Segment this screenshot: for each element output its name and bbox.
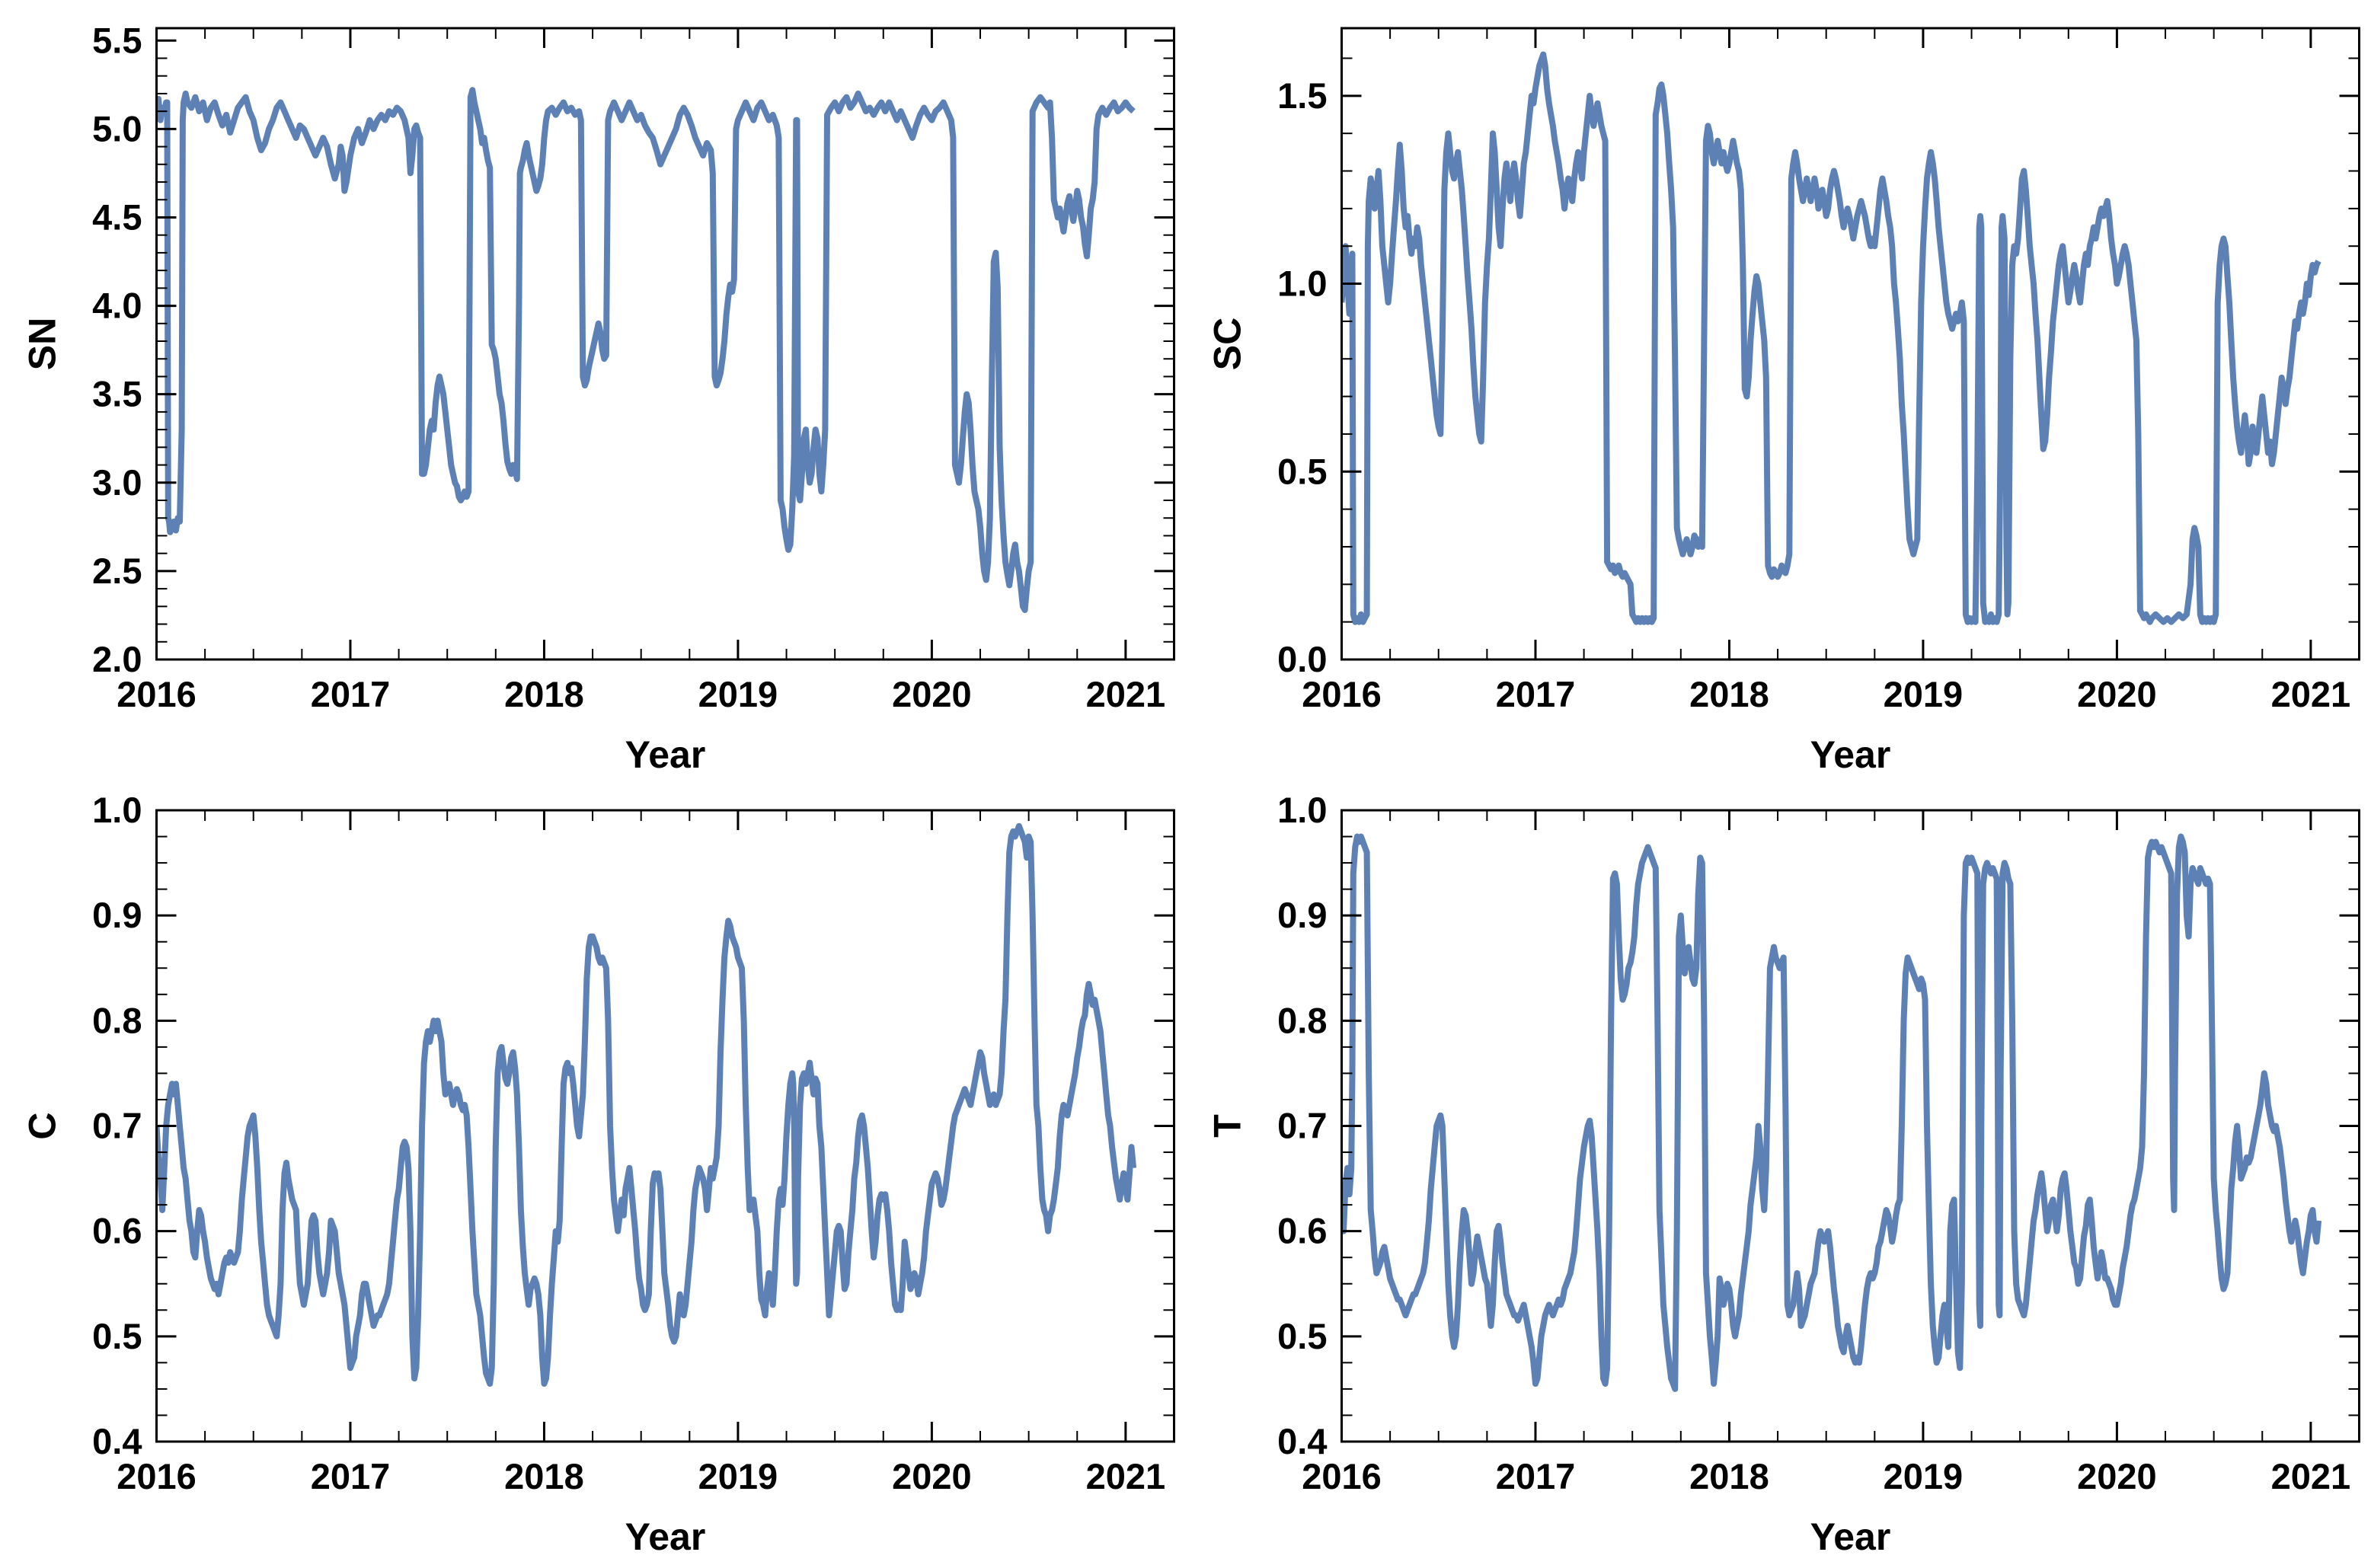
c-vs-year-panel: 2016 2017 2018 2019 2020 2021 0.4 0.5 0.6 0.7 0.8 0…	[0, 782, 1186, 1564]
x-tick-label: 2016	[117, 1456, 197, 1496]
x-tick-label: 2021	[1086, 674, 1166, 714]
y-tick-label: 0.0	[1277, 639, 1327, 679]
y-axis-label: SN	[21, 318, 64, 370]
sc-line-chart: 2016 2017 2018 2019 2020 2021 0.0 0.5 1.0 1.5 Year…	[1206, 27, 2360, 776]
y-tick-label: 1.0	[1277, 263, 1327, 304]
y-axis-label: C	[21, 1112, 64, 1139]
y-tick-label: 5.5	[92, 20, 142, 60]
y-tick-label: 0.9	[1277, 895, 1327, 935]
x-tick-label: 2016	[1302, 674, 1382, 714]
plot-frame	[1340, 27, 2360, 661]
t-line-chart: 2016 2017 2018 2019 2020 2021 0.4 0.5 0.6 0.7 0.8 0…	[1206, 790, 2360, 1558]
x-tick-label: 2021	[1086, 1456, 1166, 1496]
x-tick-label: 2020	[892, 1456, 972, 1496]
y-axis-label: SC	[1206, 318, 1249, 370]
x-axis-label: Year	[625, 1515, 706, 1558]
x-tick-label: 2021	[2271, 1456, 2351, 1496]
t-series-line	[1341, 833, 2322, 1392]
x-axis-label: Year	[625, 733, 706, 776]
y-tick-label: 0.9	[92, 895, 142, 935]
y-tick-label: 0.4	[1277, 1421, 1327, 1461]
y-tick-label: 2.5	[92, 551, 142, 591]
sn-vs-year-panel: 2016 2017 2018 2019 2020 2021 2.0 2.5 3.0 3.5 4.0 4…	[0, 0, 1186, 782]
y-tick-label: 0.6	[92, 1211, 142, 1251]
x-tick-label: 2018	[504, 1456, 584, 1496]
y-axis-label: T	[1206, 1114, 1249, 1138]
y-tick-label: 0.4	[92, 1421, 142, 1461]
x-tick-label: 2019	[698, 674, 778, 714]
x-tick-label: 2017	[311, 674, 391, 714]
y-tick-label: 4.5	[92, 196, 142, 237]
y-tick-label: 4.0	[92, 286, 142, 326]
c-series-line	[156, 822, 1137, 1387]
x-tick-label: 2019	[1884, 674, 1964, 714]
y-tick-label: 1.0	[92, 790, 142, 830]
x-axis-label: Year	[1810, 1515, 1891, 1558]
y-tick-label: 0.8	[92, 1000, 142, 1040]
sc-series-line	[1341, 51, 2321, 625]
sn-series-line	[156, 87, 1136, 613]
x-tick-label: 2020	[892, 674, 972, 714]
plot-frame	[155, 27, 1175, 661]
x-tick-label: 2016	[117, 674, 197, 714]
sc-vs-year-panel: 2016 2017 2018 2019 2020 2021 0.0 0.5 1.0 1.5 Year…	[1185, 0, 2371, 782]
plot-frame	[1340, 809, 2360, 1443]
plot-frame	[155, 809, 1175, 1443]
y-tick-label: 2.0	[92, 639, 142, 679]
y-tick-label: 0.6	[1277, 1211, 1327, 1251]
y-tick-label: 1.0	[1277, 790, 1327, 830]
x-tick-label: 2017	[311, 1456, 391, 1496]
x-tick-label: 2019	[698, 1456, 778, 1496]
x-tick-label: 2018	[1689, 674, 1769, 714]
y-tick-label: 3.0	[92, 462, 142, 503]
x-tick-label: 2020	[2077, 674, 2157, 714]
x-tick-label: 2018	[1689, 1456, 1769, 1496]
x-tick-label: 2016	[1302, 1456, 1382, 1496]
x-axis-label: Year	[1810, 733, 1891, 776]
x-tick-label: 2017	[1496, 1456, 1576, 1496]
y-tick-label: 5.0	[92, 108, 142, 148]
x-tick-label: 2017	[1496, 674, 1576, 714]
x-tick-label: 2021	[2271, 674, 2351, 714]
y-tick-label: 3.5	[92, 374, 142, 414]
x-tick-label: 2020	[2077, 1456, 2157, 1496]
x-tick-label: 2019	[1884, 1456, 1964, 1496]
c-line-chart: 2016 2017 2018 2019 2020 2021 0.4 0.5 0.6 0.7 0.8 0…	[21, 790, 1175, 1558]
y-tick-label: 0.5	[1277, 451, 1327, 491]
y-tick-label: 0.5	[92, 1316, 142, 1356]
y-tick-label: 0.5	[1277, 1316, 1327, 1356]
y-tick-label: 0.7	[1277, 1106, 1327, 1146]
y-tick-label: 0.7	[92, 1106, 142, 1146]
y-tick-label: 1.5	[1277, 75, 1327, 116]
x-tick-label: 2018	[504, 674, 584, 714]
y-tick-label: 0.8	[1277, 1000, 1327, 1040]
t-vs-year-panel: 2016 2017 2018 2019 2020 2021 0.4 0.5 0.6 0.7 0.8 0…	[1185, 782, 2371, 1564]
sn-line-chart: 2016 2017 2018 2019 2020 2021 2.0 2.5 3.0 3.5 4.0 4…	[21, 20, 1175, 776]
